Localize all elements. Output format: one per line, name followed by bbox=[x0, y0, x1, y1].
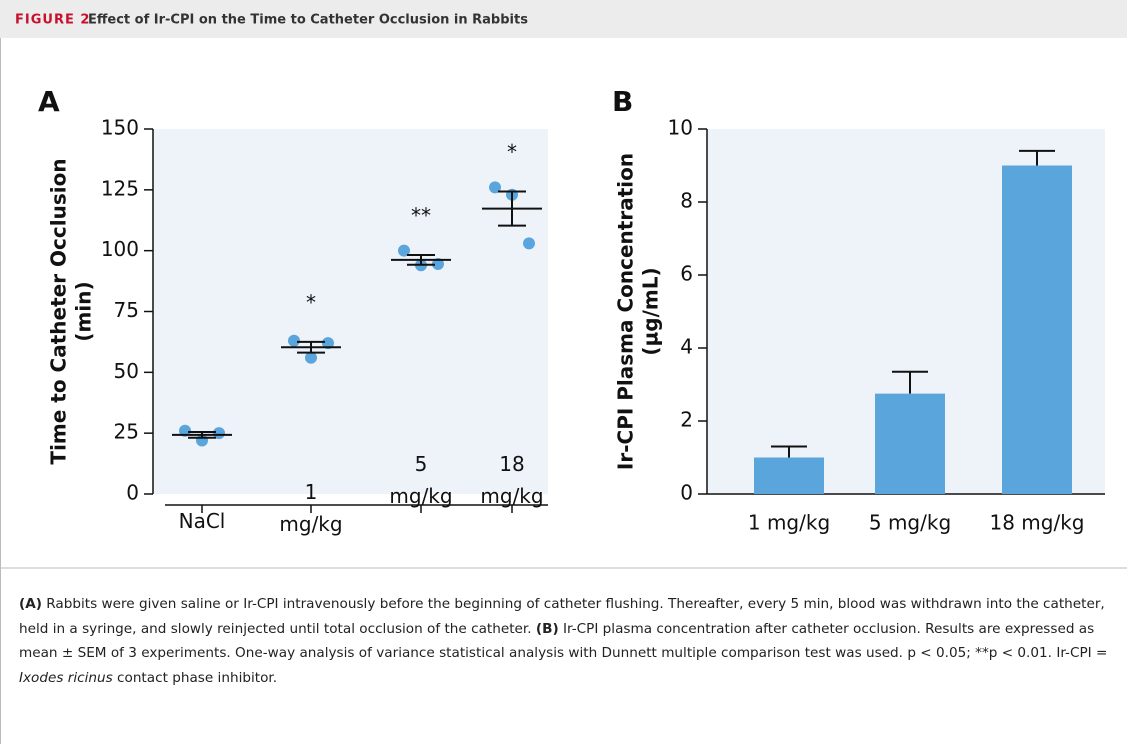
sem-bar bbox=[407, 254, 435, 266]
panel-label: A bbox=[38, 85, 60, 118]
bar bbox=[1002, 165, 1072, 494]
x-tick-label: 1 mg/kg bbox=[279, 480, 343, 536]
y-tick-label: 75 bbox=[114, 298, 139, 322]
significance: * bbox=[507, 140, 517, 164]
data-point bbox=[213, 427, 225, 440]
y-tick-label: 8 bbox=[680, 189, 693, 213]
significance: * bbox=[306, 290, 316, 314]
sem-bar bbox=[297, 340, 325, 354]
data-point bbox=[322, 337, 334, 350]
caption-text: Ixodes ricinus bbox=[19, 669, 113, 686]
data-point bbox=[305, 351, 317, 364]
caption-text: Ir-CPI plasma concentration after cathet… bbox=[19, 620, 1108, 662]
plot-background bbox=[153, 129, 548, 494]
y-tick-label: 2 bbox=[680, 408, 693, 432]
sem-bar bbox=[188, 430, 216, 439]
y-tick-label: 4 bbox=[680, 335, 693, 359]
data-point bbox=[523, 237, 535, 250]
data-point bbox=[489, 181, 501, 194]
figure-title: Effect of Ir-CPI on the Time to Catheter… bbox=[88, 13, 528, 28]
y-tick-label: 10 bbox=[668, 116, 693, 140]
x-tick-label: 1 mg/kg bbox=[748, 511, 830, 535]
figure-label: FIGURE 2 bbox=[15, 13, 90, 28]
y-axis-label: Ir-CPI Plasma Concentration bbox=[614, 153, 638, 470]
y-tick-label: 0 bbox=[126, 481, 139, 505]
y-tick-label: 6 bbox=[680, 262, 693, 286]
caption-text: Rabbits were given saline or Ir-CPI intr… bbox=[19, 596, 1105, 637]
y-tick-label: 25 bbox=[114, 420, 139, 444]
y-axis-label: (µg/mL) bbox=[639, 267, 663, 355]
x-tick-label: NaCl bbox=[178, 509, 226, 533]
x-tick-label: 18 mg/kg bbox=[990, 511, 1085, 535]
y-tick-label: 150 bbox=[101, 116, 139, 140]
data-point bbox=[288, 334, 300, 347]
bar bbox=[754, 457, 824, 494]
data-point bbox=[179, 424, 191, 437]
panel-label: B bbox=[612, 85, 633, 118]
caption-text: (A) bbox=[19, 596, 42, 612]
y-axis-label: (min) bbox=[72, 281, 96, 341]
x-tick-label: 18 mg/kg bbox=[480, 452, 544, 508]
y-tick-label: 125 bbox=[101, 176, 139, 200]
significance: ** bbox=[411, 204, 431, 228]
x-tick-label: 5 mg/kg bbox=[389, 452, 453, 508]
bar bbox=[875, 393, 945, 494]
caption-text: contact phase inhibitor. bbox=[112, 669, 278, 686]
y-tick-label: 0 bbox=[680, 481, 693, 505]
data-point bbox=[398, 244, 410, 257]
y-tick-label: 100 bbox=[101, 237, 139, 261]
caption-text: (B) bbox=[535, 620, 559, 637]
y-axis-label: Time to Catheter Occlusion bbox=[47, 158, 71, 464]
header-band bbox=[0, 0, 1127, 38]
data-point bbox=[432, 258, 444, 271]
y-tick-label: 50 bbox=[114, 359, 139, 383]
x-tick-label: 5 mg/kg bbox=[869, 511, 951, 535]
caption: (A) Rabbits were given saline or Ir-CPI … bbox=[19, 592, 1109, 690]
sem-bar bbox=[498, 190, 526, 227]
